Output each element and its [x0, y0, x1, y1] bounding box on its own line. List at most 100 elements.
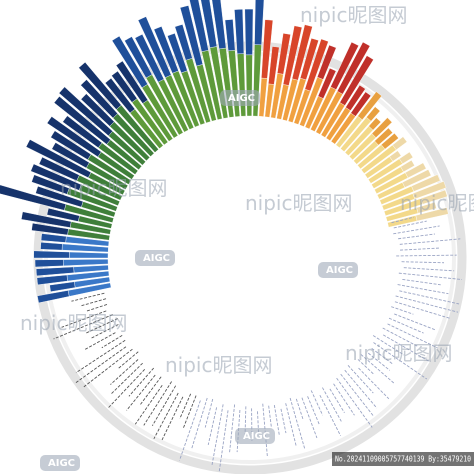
label-line — [397, 284, 449, 295]
spoke-outer — [174, 24, 193, 61]
spoke-outer — [0, 184, 67, 211]
spoke-outer — [46, 207, 80, 222]
spoke-outer — [366, 106, 381, 122]
label-line — [128, 367, 155, 397]
spoke-outer — [78, 61, 122, 110]
watermark: nipic昵图网 — [20, 311, 127, 335]
label-line — [344, 369, 378, 409]
label-line — [110, 359, 139, 385]
spoke-outer — [33, 250, 70, 259]
label-line — [310, 390, 324, 416]
label-line — [307, 396, 321, 426]
label-line — [236, 409, 241, 453]
label-line — [268, 405, 272, 428]
label-line — [394, 313, 437, 331]
badge-text: AIGC — [143, 253, 170, 264]
spoke-outer — [31, 222, 69, 236]
label-line — [204, 398, 214, 428]
spoke-outer — [299, 37, 319, 81]
label-line — [391, 216, 414, 224]
label-line — [153, 392, 179, 439]
label-line — [273, 404, 280, 435]
label-line — [182, 395, 197, 430]
footer-id: No.20241109005757740139 By:35479210 — [335, 455, 471, 464]
label-line — [191, 397, 208, 449]
label-line — [336, 377, 373, 428]
spoke-outer — [153, 26, 179, 74]
label-line — [75, 339, 126, 374]
center-hole — [110, 118, 390, 398]
spokes — [0, 0, 449, 304]
label-line — [179, 400, 201, 461]
spoke-outer — [34, 259, 64, 268]
label-line — [134, 385, 163, 425]
label-line — [347, 365, 374, 394]
spoke-outer — [420, 189, 448, 205]
label-line — [372, 335, 405, 356]
label-line — [382, 327, 419, 348]
spoke-outer — [381, 133, 399, 150]
label-line — [84, 332, 116, 351]
spoke-outer — [37, 290, 70, 304]
spoke-outer — [304, 38, 329, 92]
label-line — [143, 381, 172, 426]
label-line — [111, 362, 143, 395]
label-line — [229, 404, 236, 453]
badge — [220, 90, 260, 106]
spoke-outer — [282, 25, 303, 86]
badge-text: AIGC — [326, 265, 353, 276]
spoke-outer — [40, 233, 67, 243]
spoke-outer — [371, 117, 393, 138]
label-line — [373, 342, 428, 380]
spoke-outer — [416, 201, 437, 214]
spoke-outer — [415, 207, 449, 222]
watermark: nipic昵图网 — [245, 191, 352, 215]
label-line — [83, 348, 133, 388]
spoke-outer — [58, 86, 113, 137]
spoke-outer — [40, 242, 63, 251]
spoke-outer — [336, 41, 371, 95]
label-line — [393, 225, 440, 235]
spoke-outer — [137, 16, 172, 78]
spoke-outer — [35, 266, 75, 277]
spoke-outer — [244, 8, 254, 56]
footer-bar — [332, 452, 474, 466]
label-line — [395, 295, 459, 313]
label-line — [393, 220, 427, 229]
spoke-outer — [268, 46, 280, 85]
spoke-outer — [330, 41, 359, 90]
spoke-outer — [392, 136, 408, 151]
spoke-outer — [261, 19, 274, 79]
label-line — [398, 233, 435, 240]
spoke-inner — [245, 54, 253, 117]
label-line — [399, 290, 460, 305]
spoke-outer — [404, 162, 427, 179]
watermark: nipic昵图网 — [300, 3, 407, 27]
label-line — [107, 369, 146, 409]
label-line — [161, 396, 184, 441]
label-line — [403, 267, 455, 272]
spoke-outer — [254, 0, 265, 46]
spoke-outer — [111, 35, 148, 89]
label-line — [53, 314, 113, 340]
spoke-outer — [317, 67, 337, 99]
spoke-outer — [80, 79, 118, 119]
spoke-outer — [374, 127, 393, 146]
label-line — [360, 354, 395, 384]
label-line — [257, 411, 259, 433]
label-line — [285, 403, 297, 447]
label-line — [211, 404, 224, 467]
badges: AIGC AIGC AIGC AIGC AIGC — [40, 90, 358, 471]
label-line — [333, 383, 355, 416]
label-line — [79, 298, 107, 307]
label-line — [280, 408, 287, 434]
spoke-outer — [46, 116, 102, 158]
spoke-outer — [200, 0, 218, 48]
spoke-outer — [411, 174, 441, 192]
label-line — [398, 272, 463, 280]
label-line — [71, 292, 105, 302]
label-line — [367, 352, 391, 371]
spoke-outer — [211, 0, 227, 50]
spoke-outer — [167, 33, 188, 74]
label-line — [151, 385, 177, 426]
